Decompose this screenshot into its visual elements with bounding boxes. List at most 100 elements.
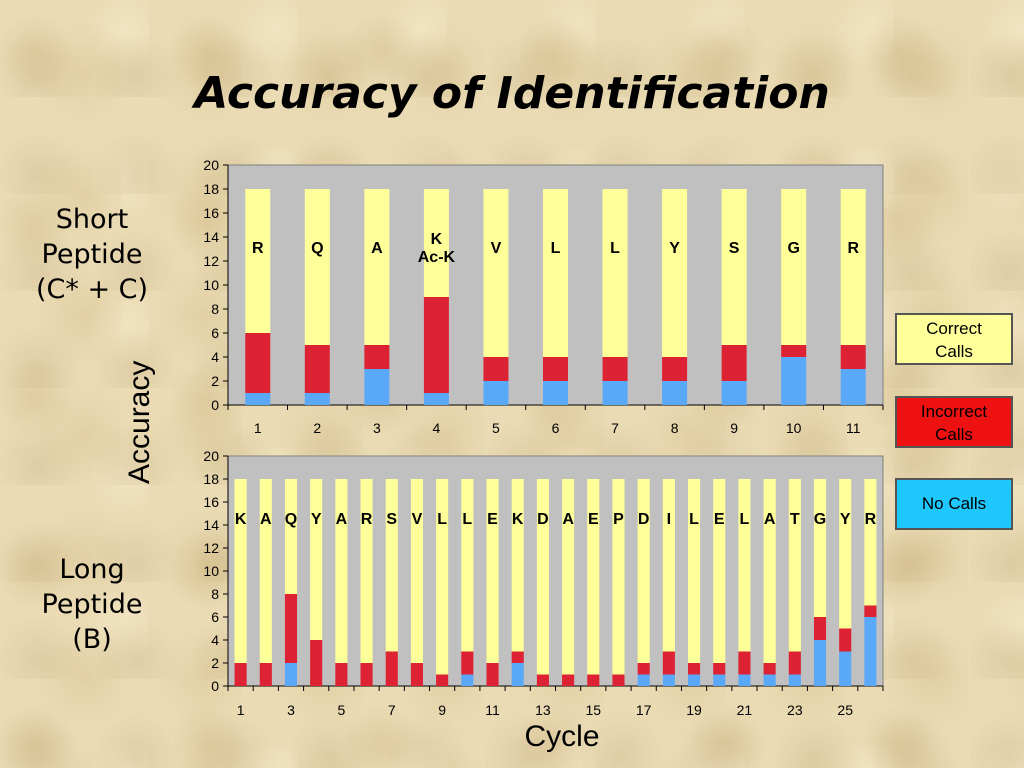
bar-group: [788, 479, 801, 686]
residue-label: Q: [311, 240, 323, 257]
bar-segment-incorrect: [602, 357, 628, 381]
legend-incorrect-line-1: Incorrect: [920, 402, 988, 421]
bar-group: [612, 479, 625, 686]
residue-label: L: [740, 511, 750, 528]
bar-segment-correct: [662, 189, 688, 357]
x-tick-label: 5: [492, 420, 500, 436]
residue-label: D: [537, 511, 549, 528]
y-tick-label: 12: [203, 540, 219, 556]
y-tick-label: 10: [203, 277, 219, 293]
x-tick-label: 17: [636, 702, 652, 718]
residue-label: A: [764, 511, 776, 528]
x-tick-label: 3: [287, 702, 295, 718]
bar-segment-correct: [688, 479, 701, 663]
bar-segment-correct: [781, 189, 807, 345]
bar-group: [259, 479, 272, 686]
bar-segment-incorrect: [483, 357, 509, 381]
bar-segment-no-calls: [245, 393, 271, 405]
y-tick-label: 16: [203, 494, 219, 510]
residue-label: D: [638, 511, 650, 528]
bar-group: [587, 479, 600, 686]
long-label-line-2: Peptide: [41, 589, 143, 621]
bar-segment-correct: [562, 479, 575, 675]
legend-no-calls: No Calls: [895, 478, 1013, 530]
bar-segment-incorrect: [662, 651, 675, 675]
bar-segment-incorrect: [310, 640, 323, 686]
bar-group: [304, 189, 330, 405]
bar-segment-incorrect: [335, 663, 348, 686]
residue-label: L: [689, 511, 699, 528]
bar-group: [461, 479, 474, 686]
bar-segment-no-calls: [738, 674, 751, 686]
bar-segment-incorrect: [245, 333, 271, 393]
bar-segment-incorrect: [562, 674, 575, 686]
short-label-line-1: Short: [55, 204, 129, 235]
residue-label: L: [462, 511, 472, 528]
y-tick-label: 10: [203, 563, 219, 579]
bar-group: [364, 189, 390, 405]
residue-label: T: [790, 511, 800, 528]
bar-group: [813, 479, 827, 686]
bar-segment-incorrect: [721, 345, 747, 381]
x-tick-label: 6: [552, 420, 560, 436]
bar-segment-correct: [511, 479, 524, 652]
x-tick-label: 15: [585, 702, 601, 718]
x-tick-label: 1: [237, 702, 245, 718]
bar-segment-incorrect: [688, 663, 701, 675]
bar-group: [763, 479, 776, 686]
bar-segment-correct: [234, 479, 247, 663]
residue-label: R: [361, 511, 373, 528]
bar-group: [436, 479, 449, 686]
bar-segment-incorrect: [284, 594, 298, 663]
bar-segment-no-calls: [662, 381, 688, 405]
bar-group: [536, 479, 549, 686]
bar-segment-correct: [864, 479, 877, 606]
x-tick-label: 1: [254, 420, 262, 436]
bar-segment-no-calls: [602, 381, 628, 405]
y-tick-label: 4: [211, 349, 219, 365]
bar-segment-correct: [840, 189, 866, 345]
short-peptide-label: Short Peptide (C* + C): [12, 202, 172, 307]
bar-segment-no-calls: [788, 674, 801, 686]
bar-segment-correct: [436, 479, 449, 675]
x-tick-label: 11: [846, 420, 861, 436]
residue-label: V: [491, 240, 502, 257]
residue-label: E: [714, 511, 725, 528]
bar-segment-no-calls: [840, 369, 866, 405]
bar-segment-incorrect: [385, 651, 398, 686]
bar-segment-correct: [304, 189, 330, 345]
bar-segment-no-calls: [688, 674, 701, 686]
long-label-line-3: (B): [72, 624, 112, 656]
bar-segment-no-calls: [542, 381, 569, 405]
bar-group: [840, 189, 866, 405]
y-tick-label: 20: [203, 157, 219, 173]
bar-group: [245, 189, 271, 405]
bar-segment-no-calls: [637, 674, 650, 686]
bar-segment-correct: [738, 479, 751, 652]
bar-segment-correct: [360, 479, 373, 663]
bar-group: [335, 479, 348, 686]
bar-segment-correct: [839, 479, 852, 629]
y-tick-label: 2: [211, 655, 219, 671]
bar-segment-correct: [536, 479, 549, 675]
bar-group: [864, 479, 877, 686]
x-tick-label: 9: [730, 420, 738, 436]
bar-group: [662, 189, 688, 405]
residue-label: S: [386, 511, 397, 528]
bar-segment-incorrect: [536, 674, 549, 686]
bar-segment-correct: [542, 189, 569, 357]
x-tick-label: 4: [433, 420, 441, 436]
x-tick-label: 3: [373, 420, 381, 436]
bar-segment-incorrect: [410, 663, 423, 686]
x-tick-label: 25: [837, 702, 853, 718]
bar-segment-correct: [637, 479, 650, 663]
y-axis-label: Accuracy: [123, 360, 156, 484]
residue-label: Y: [311, 511, 322, 528]
bar-segment-correct: [410, 479, 423, 663]
bar-segment-incorrect: [364, 345, 390, 369]
x-tick-label: 11: [485, 702, 500, 718]
plot-area: [227, 455, 884, 687]
bar-segment-incorrect: [788, 651, 801, 675]
x-tick-label: 5: [337, 702, 345, 718]
